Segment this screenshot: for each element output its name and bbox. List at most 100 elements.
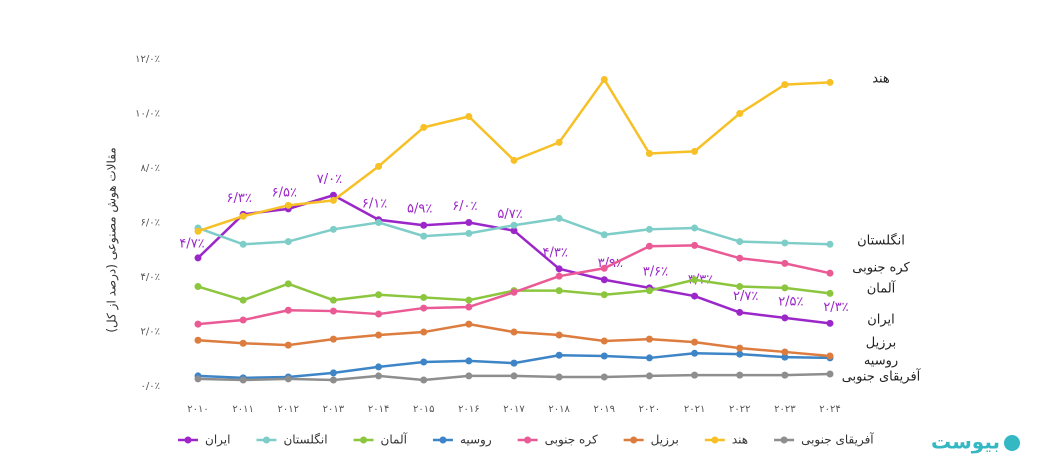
x-tick-label: ۲۰۱۰ (187, 404, 208, 415)
x-tick-label: ۲۰۱۶ (458, 404, 479, 415)
data-point (736, 344, 744, 352)
data-point (284, 280, 292, 288)
data-point (329, 335, 337, 343)
x-tick-label: ۲۰۲۲ (729, 404, 750, 415)
data-point (645, 242, 653, 250)
data-point (375, 331, 383, 339)
data-point (826, 370, 834, 378)
legend-swatch-dot (711, 436, 719, 444)
data-point (555, 138, 563, 146)
y-tick-label: ۶/۰٪ (141, 218, 160, 229)
data-point (194, 283, 202, 291)
data-point (465, 372, 473, 380)
logo-text: بیوست (931, 430, 1000, 454)
data-point (555, 265, 563, 273)
x-tick-label: ۲۰۲۴ (819, 404, 840, 415)
data-point (781, 353, 789, 361)
data-point (239, 339, 247, 347)
data-point (645, 335, 653, 343)
y-tick-label: ۲/۰٪ (141, 327, 160, 338)
data-point (555, 272, 563, 280)
data-point (736, 254, 744, 262)
y-tick-label: ۸/۰٪ (141, 163, 160, 174)
y-tick-label: ۱۲/۰٪ (135, 54, 160, 65)
data-point (600, 352, 608, 360)
legend-swatch-dot (630, 436, 638, 444)
x-tick-label: ۲۰۱۸ (548, 404, 570, 415)
data-label: ۵/۷٪ (497, 207, 522, 222)
legend-swatch-dot (439, 436, 447, 444)
data-point (826, 289, 834, 297)
data-label: ۶/۰٪ (452, 199, 477, 214)
data-point (420, 304, 428, 312)
data-point (600, 373, 608, 381)
data-point (691, 338, 699, 346)
data-point (555, 373, 563, 381)
data-point (736, 371, 744, 379)
data-point (284, 306, 292, 314)
data-point (420, 358, 428, 366)
y-tick-label: ۱۰/۰٪ (135, 109, 160, 120)
data-point (736, 110, 744, 117)
data-label: ۷/۰٪ (317, 172, 342, 187)
data-point (691, 349, 699, 357)
data-point (691, 276, 699, 284)
data-point (239, 240, 247, 248)
data-point (781, 259, 789, 267)
data-point (194, 320, 202, 328)
data-point (510, 328, 518, 336)
legend-label: برزیل (651, 433, 679, 448)
data-point (465, 320, 473, 328)
legend-swatch-dot (780, 436, 788, 444)
data-point (284, 238, 292, 246)
series-end-label: آلمان (867, 280, 897, 297)
data-point (645, 354, 653, 362)
data-point (329, 307, 337, 315)
data-point (691, 241, 699, 249)
legend-label: روسیه (460, 433, 492, 448)
data-point (465, 112, 473, 120)
data-point (781, 314, 789, 322)
data-point (555, 287, 563, 295)
data-point (600, 264, 608, 272)
legend-label: کره جنوبی (545, 433, 598, 448)
data-point (510, 359, 518, 367)
data-point (375, 372, 383, 380)
series-end-label: هند (872, 72, 890, 87)
data-point (510, 227, 518, 235)
series-end-label: انگلستان (857, 233, 905, 249)
data-point (420, 328, 428, 336)
data-point (375, 162, 383, 170)
data-point (645, 372, 653, 380)
data-point (465, 296, 473, 304)
data-point (555, 214, 563, 222)
y-tick-label: ۴/۰٪ (141, 272, 160, 283)
legend-item: روسیه (432, 433, 492, 448)
data-point (555, 331, 563, 339)
data-label: ۶/۵٪ (272, 185, 297, 200)
legend-item: آلمان (353, 432, 408, 447)
legend-swatch-dot (360, 436, 368, 444)
data-point (781, 348, 789, 356)
data-point (465, 357, 473, 365)
data-point (736, 308, 744, 316)
legend-label: انگلستان (283, 433, 327, 447)
data-point (284, 341, 292, 349)
series-end-label: کره جنوبی (852, 261, 910, 276)
x-tick-label: ۲۰۲۰ (639, 404, 660, 415)
data-point (826, 319, 834, 327)
legend-item: هند (704, 433, 748, 447)
data-point (329, 376, 337, 384)
data-point (645, 150, 653, 158)
data-point (239, 376, 247, 384)
series-end-label: ایران (867, 313, 895, 328)
data-point (465, 229, 473, 237)
x-tick-label: ۲۰۱۲ (278, 404, 299, 415)
data-label: ۶/۱٪ (362, 196, 387, 211)
legend-item: آفریقای جنوبی (774, 432, 874, 448)
data-point (691, 224, 699, 232)
data-point (645, 225, 653, 233)
data-point (194, 227, 202, 235)
data-point (239, 212, 247, 220)
